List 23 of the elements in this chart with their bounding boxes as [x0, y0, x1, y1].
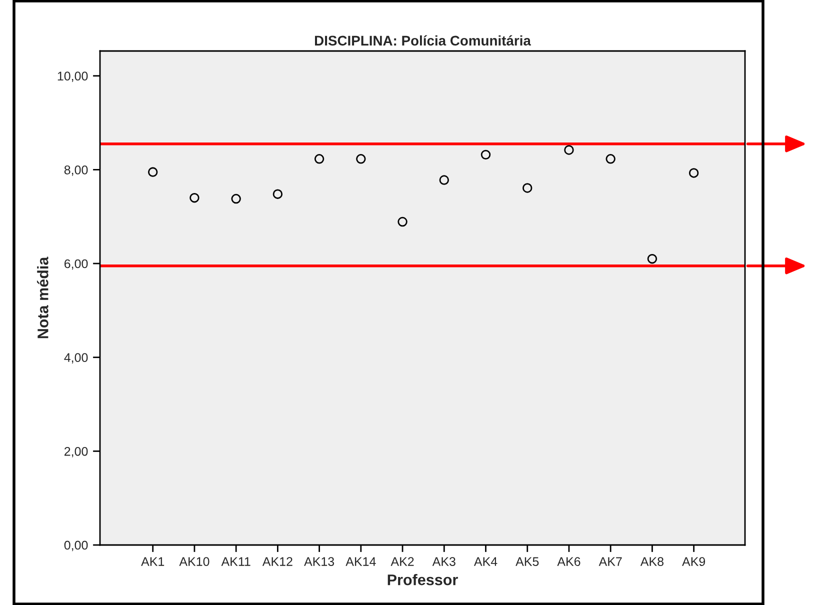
x-tick-label: AK3 [432, 557, 456, 566]
y-tick-label: 8,00 [64, 165, 88, 176]
y-tick-label: 0,00 [64, 540, 88, 552]
x-tick-label: AK14 [346, 557, 376, 566]
chart-title: DISCIPLINA: Polícia Comunitária [315, 35, 532, 46]
x-tick-label: AK5 [516, 557, 539, 566]
x-tick-label: AK2 [390, 557, 414, 566]
x-axis-title: Professor [388, 574, 458, 586]
y-tick-label: 10,00 [58, 72, 88, 82]
x-tick-label: AK10 [179, 557, 210, 566]
x-tick-label: AK13 [304, 557, 334, 566]
y-tick-label: 6,00 [64, 259, 88, 270]
x-tick-label: AK12 [262, 557, 292, 566]
x-tick-label: AK1 [141, 557, 164, 566]
y-tick-label: 2,00 [64, 446, 88, 458]
x-tick-label: AK7 [598, 557, 622, 566]
x-tick-label: AK8 [640, 557, 664, 566]
x-tick-label: AK4 [474, 557, 498, 566]
x-tick-label: AK9 [682, 557, 706, 566]
y-tick-label: 4,00 [64, 353, 88, 364]
y-axis-title: Nota média [36, 256, 48, 338]
x-tick-label: AK6 [557, 557, 580, 566]
x-tick-label: AK11 [221, 557, 250, 566]
